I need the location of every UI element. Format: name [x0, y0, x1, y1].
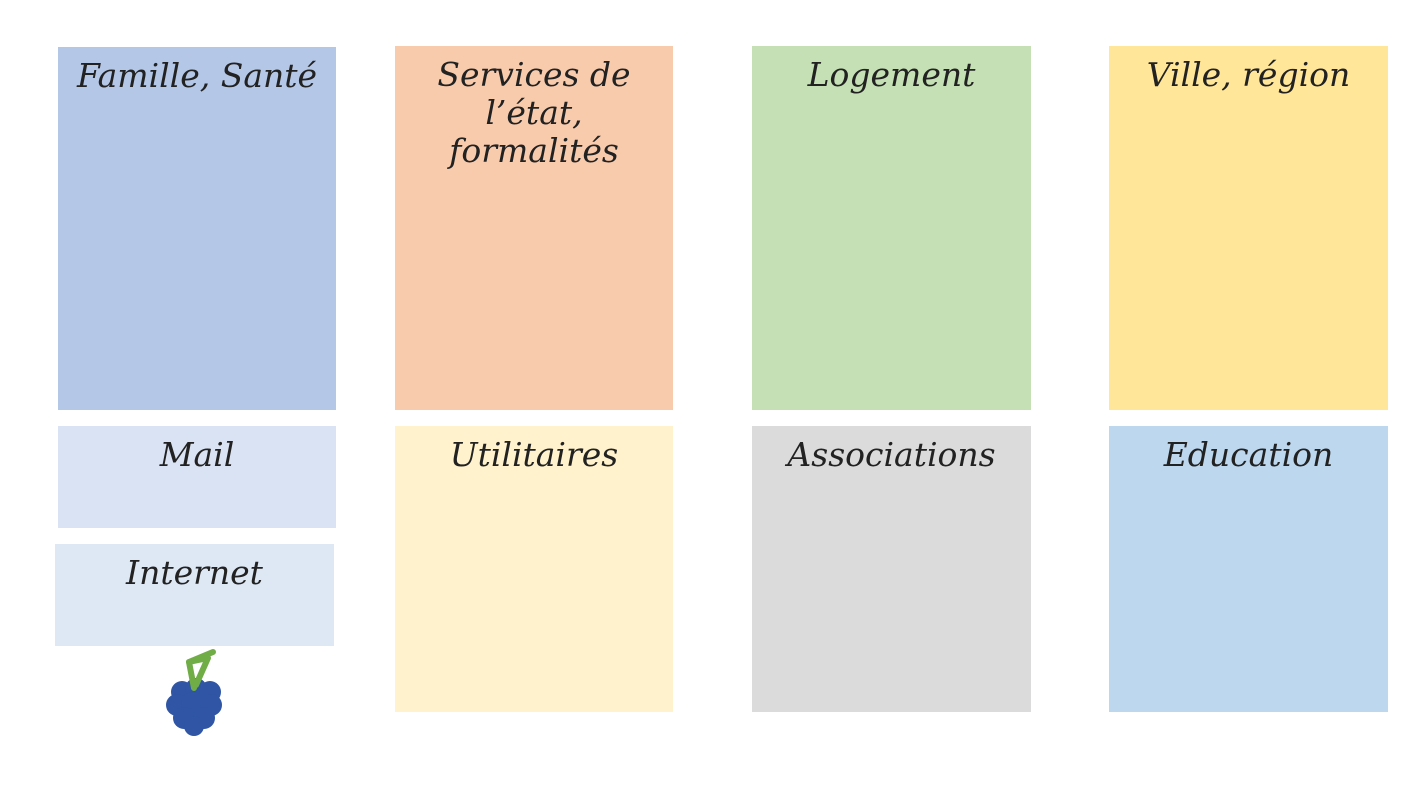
card-internet-label: Internet: [126, 553, 263, 592]
card-ville-region-label: Ville, région: [1146, 55, 1351, 94]
card-services-etat-label: Services de l’état, formalités: [437, 55, 631, 170]
card-logement-label: Logement: [807, 55, 976, 94]
card-services-etat: Services de l’état, formalités: [395, 46, 673, 410]
card-ville-region: Ville, région: [1109, 46, 1388, 410]
card-famille-sante: Famille, Santé: [58, 47, 336, 410]
card-associations-label: Associations: [787, 435, 996, 474]
card-internet: Internet: [55, 544, 334, 646]
raspberry-icon: [166, 649, 222, 736]
card-utilitaires: Utilitaires: [395, 426, 673, 712]
card-mail: Mail: [58, 426, 336, 528]
card-associations: Associations: [752, 426, 1031, 712]
card-logement: Logement: [752, 46, 1031, 410]
card-utilitaires-label: Utilitaires: [449, 435, 619, 474]
card-education: Education: [1109, 426, 1388, 712]
card-education-label: Education: [1163, 435, 1334, 474]
card-mail-label: Mail: [159, 435, 235, 474]
card-famille-sante-label: Famille, Santé: [76, 56, 318, 95]
